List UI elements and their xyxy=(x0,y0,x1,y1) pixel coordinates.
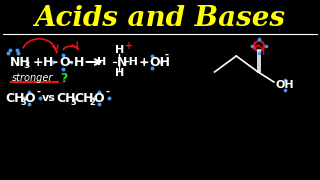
Text: H: H xyxy=(74,55,84,69)
Text: NH: NH xyxy=(9,55,30,69)
Text: CH: CH xyxy=(5,91,25,105)
Text: Acids and Bases: Acids and Bases xyxy=(35,4,285,32)
Text: +: + xyxy=(125,41,133,51)
Text: H: H xyxy=(97,57,107,67)
Text: H: H xyxy=(115,45,124,55)
Text: 3: 3 xyxy=(20,98,26,107)
Text: +: + xyxy=(32,55,43,69)
Text: N: N xyxy=(116,55,127,69)
Text: 3: 3 xyxy=(23,61,29,70)
Text: -: - xyxy=(36,87,40,97)
Text: O: O xyxy=(94,91,104,105)
Text: -: - xyxy=(52,55,57,69)
Text: vs: vs xyxy=(42,93,56,103)
Text: -: - xyxy=(106,87,109,97)
Text: CH: CH xyxy=(75,91,94,105)
Text: O: O xyxy=(59,55,69,69)
Text: -H: -H xyxy=(124,57,138,67)
Text: OH: OH xyxy=(149,55,170,69)
Text: ?: ? xyxy=(60,71,67,84)
Text: H: H xyxy=(115,68,124,78)
Text: stronger: stronger xyxy=(12,73,53,83)
Text: 3: 3 xyxy=(71,98,76,107)
Text: -: - xyxy=(165,50,169,60)
Text: -: - xyxy=(68,55,73,69)
Text: O: O xyxy=(24,91,35,105)
Text: CH: CH xyxy=(56,91,76,105)
Text: +: + xyxy=(138,55,149,69)
Text: OH: OH xyxy=(276,80,294,90)
Text: 2: 2 xyxy=(90,98,96,107)
Text: H: H xyxy=(43,55,53,69)
